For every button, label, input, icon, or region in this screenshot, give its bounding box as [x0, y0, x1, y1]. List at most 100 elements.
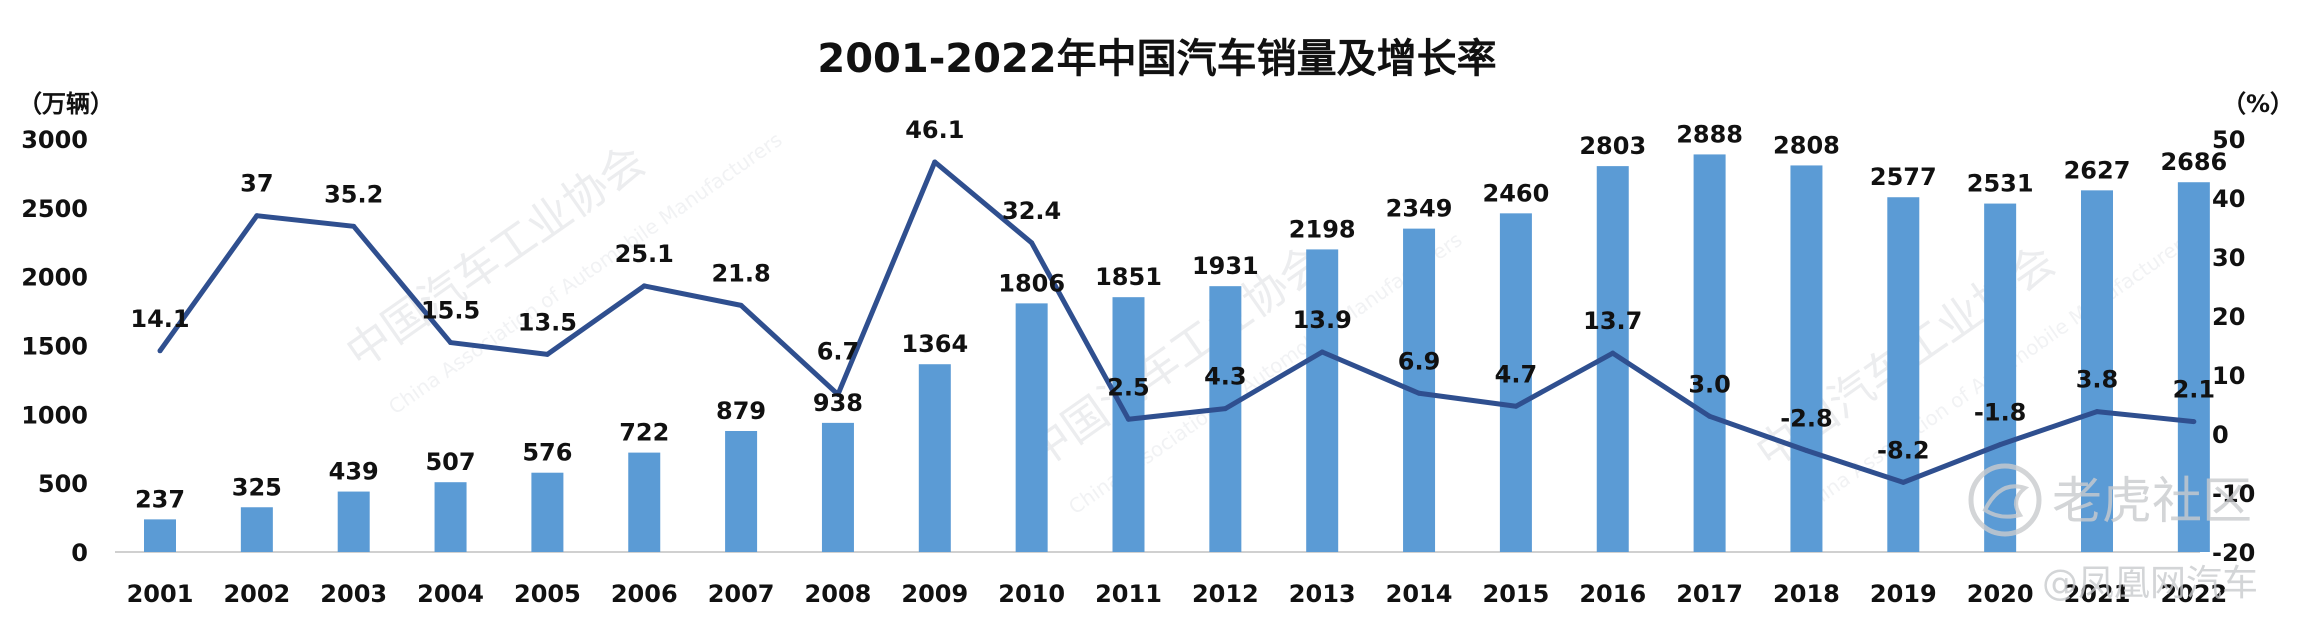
growth-rate-point: [1707, 413, 1713, 419]
bar-value-label: 2686: [2160, 148, 2227, 176]
sales-bar: [1984, 203, 2017, 552]
left-tick-label: 2500: [21, 195, 88, 223]
right-axis-ticks: -20 -10 0 10 20 30 40 50: [2212, 126, 2255, 567]
x-tick-label: 2021: [2064, 580, 2131, 608]
growth-rate-point: [157, 348, 163, 354]
bar-value-label: 576: [522, 439, 572, 467]
bar-value-label: 1806: [998, 269, 1065, 297]
line-value-label: 3.0: [1688, 370, 1731, 398]
x-tick-label: 2008: [805, 580, 872, 608]
bar-value-label: 1931: [1192, 252, 1259, 280]
line-value-label: 13.7: [1583, 307, 1642, 335]
line-value-label: 25.1: [615, 240, 674, 268]
bar-value-label: 325: [232, 473, 282, 501]
x-tick-label: 2004: [417, 580, 484, 608]
growth-rate-line: [157, 159, 2195, 485]
left-axis-unit: （万辆）: [18, 90, 114, 118]
x-tick-label: 2012: [1192, 580, 1259, 608]
left-tick-label: 0: [71, 539, 88, 567]
sales-bar: [240, 507, 273, 552]
x-tick-label: 2015: [1483, 580, 1550, 608]
left-axis-ticks: 0 500 1000 1500 2000 2500 3000: [21, 126, 88, 567]
sales-bar: [2081, 190, 2113, 552]
sales-bar: [821, 422, 854, 552]
corner-watermark: 老虎社区 @凤凰网汽车: [1968, 463, 2258, 604]
line-value-label: 2.5: [1107, 373, 1150, 401]
right-tick-label: 0: [2212, 421, 2229, 449]
x-tick-label: 2003: [320, 580, 387, 608]
corner-brand-text: 老虎社区: [2052, 472, 2252, 530]
growth-rate-point: [835, 391, 841, 397]
x-tick-label: 2011: [1095, 580, 1162, 608]
sales-bar: [918, 364, 951, 552]
bar-value-label: 2198: [1289, 215, 1356, 243]
right-tick-label: 30: [2212, 244, 2245, 272]
growth-rate-point: [738, 302, 744, 308]
growth-rate-point: [1416, 390, 1422, 396]
line-value-label: 14.1: [130, 305, 189, 333]
growth-rate-point: [1126, 416, 1131, 422]
bar-value-label: 879: [716, 397, 766, 425]
sales-bar: [2177, 182, 2210, 552]
bar-value-label: 2808: [1773, 131, 1840, 159]
sales-bar: [434, 482, 467, 552]
x-tick-label: 2013: [1289, 580, 1356, 608]
bar-value-label: 2803: [1579, 132, 1646, 160]
left-tick-label: 500: [38, 470, 88, 498]
sales-bar: [628, 452, 661, 552]
line-data-labels: 14.1 37 35.2 15.5 13.5 25.1 21.8 6.7 46.1 32.4 2.5…: [130, 116, 2215, 464]
growth-line-series: [157, 159, 2197, 485]
bar-data-labels: 237 325 439 507 576 722 879 938 1364 1806 1851 1931…: [135, 120, 2227, 513]
growth-rate-point: [932, 159, 938, 165]
x-tick-label: 2006: [611, 580, 678, 608]
line-value-label: 6.7: [817, 337, 860, 365]
left-tick-label: 3000: [21, 126, 88, 154]
sales-bar: [144, 519, 176, 552]
left-tick-label: 1000: [21, 401, 88, 429]
x-tick-label: 2009: [901, 580, 968, 608]
x-tick-label: 2017: [1676, 580, 1743, 608]
bar-value-label: 2888: [1676, 120, 1743, 148]
line-value-label: 32.4: [1002, 197, 1061, 225]
right-axis-unit: （%）: [2222, 90, 2294, 118]
corner-source-text: @凤凰网汽车: [2042, 563, 2258, 604]
bar-value-label: 2577: [1870, 163, 1937, 191]
growth-rate-point: [544, 351, 550, 357]
growth-rate-point: [1029, 240, 1035, 246]
x-tick-label: 2002: [223, 580, 290, 608]
line-value-label: 4.7: [1495, 360, 1538, 388]
bar-value-label: 2627: [2064, 156, 2131, 184]
bar-value-label: 1851: [1095, 263, 1162, 291]
x-tick-label: 2005: [514, 580, 581, 608]
bar-value-label: 507: [425, 448, 475, 476]
line-value-label: 13.5: [518, 308, 577, 336]
line-value-label: 6.9: [1398, 347, 1441, 375]
sales-bar: [1887, 197, 1920, 552]
sales-bar: [1306, 249, 1339, 552]
growth-rate-point: [254, 213, 260, 219]
growth-rate-point: [351, 223, 357, 229]
sales-bar: [337, 491, 370, 552]
line-value-label: -8.2: [1877, 436, 1929, 464]
line-value-label: 3.8: [2076, 366, 2119, 394]
growth-rate-point: [641, 283, 647, 289]
growth-rate-point: [2191, 419, 2197, 425]
sales-bar: [1112, 297, 1145, 552]
tiger-logo-icon: [1968, 463, 2042, 537]
growth-rate-point: [1222, 406, 1228, 412]
bar-value-label: 1364: [901, 330, 968, 358]
growth-rate-point: [1900, 479, 1906, 485]
line-value-label: 35.2: [324, 180, 383, 208]
bar-series: [144, 154, 2210, 552]
bar-value-label: 2460: [1483, 179, 1550, 207]
bar-value-label: 722: [619, 419, 669, 447]
tiger-logo-mark-icon: [1982, 484, 2030, 519]
right-tick-label: 40: [2212, 185, 2245, 213]
right-tick-label: 20: [2212, 303, 2245, 331]
line-value-label: 37: [240, 170, 273, 198]
line-value-label: 21.8: [711, 259, 770, 287]
line-value-label: 15.5: [421, 297, 480, 325]
sales-bar: [1015, 303, 1048, 552]
x-tick-label: 2014: [1386, 580, 1453, 608]
